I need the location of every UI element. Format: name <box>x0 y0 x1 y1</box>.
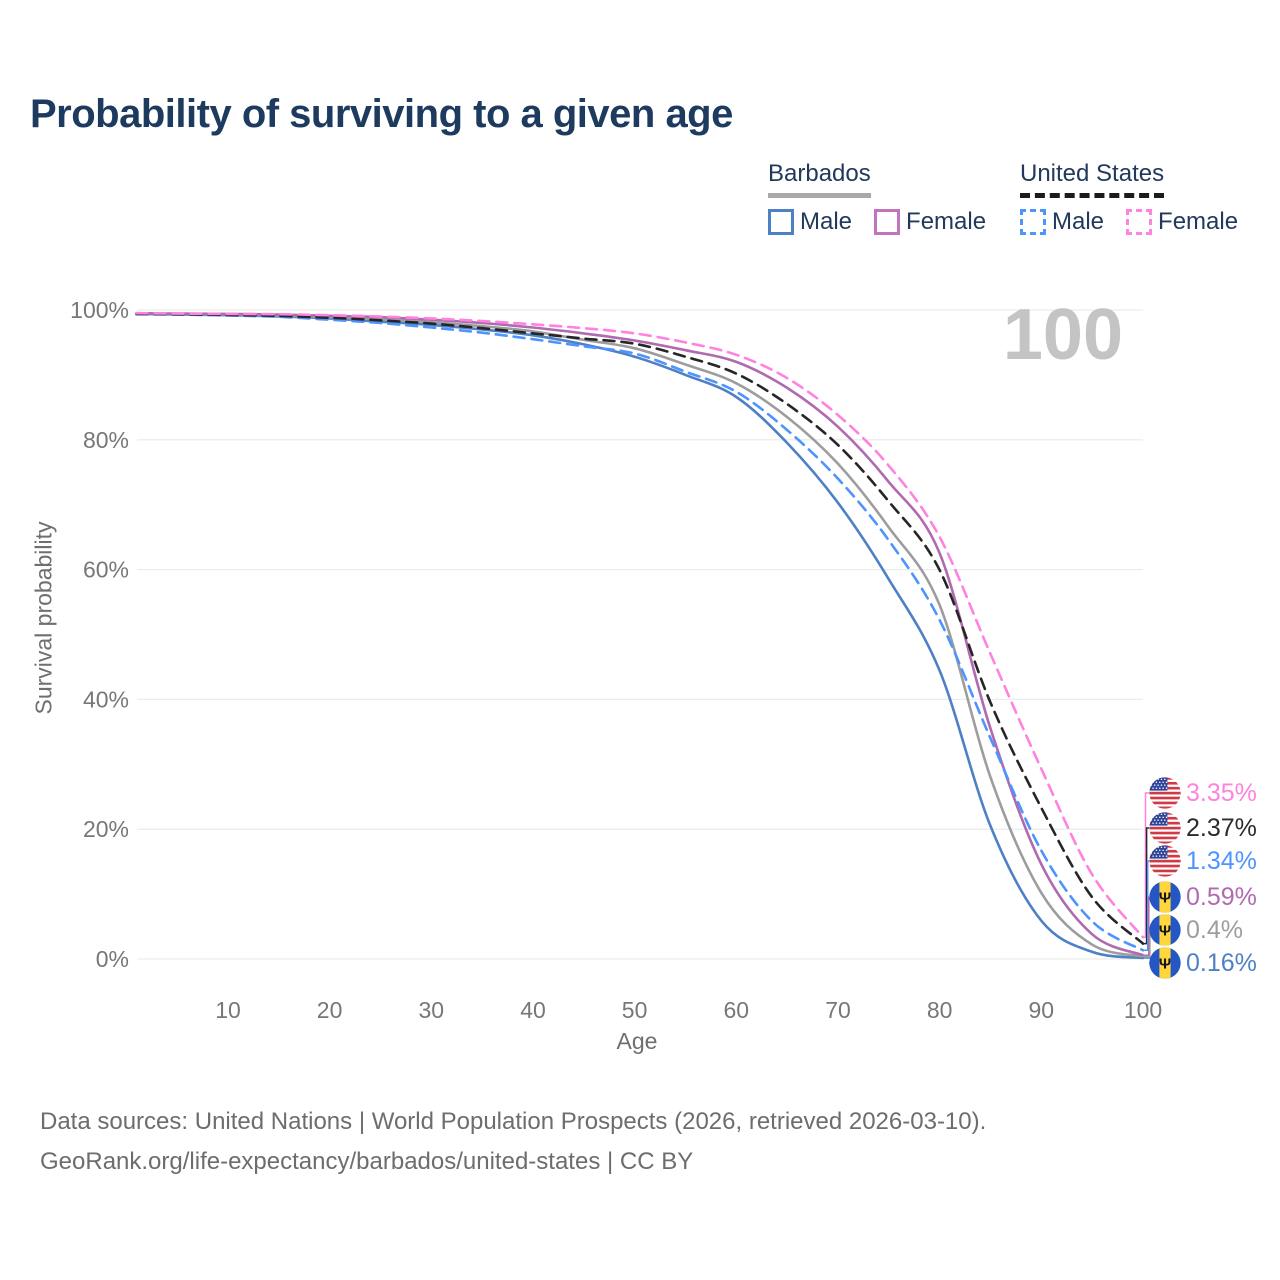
barbados-flag-icon: Ψ <box>1149 881 1181 913</box>
legend-swatch-barbados-female-icon <box>874 209 901 235</box>
legend-swatch-us-female-icon <box>1126 209 1153 235</box>
end-label-value: 1.34% <box>1186 846 1257 875</box>
x-axis-title: Age <box>616 1028 658 1054</box>
x-tick-label: 50 <box>622 997 648 1023</box>
legend-item-us-female[interactable]: Female <box>1126 208 1238 236</box>
data-source-line: Data sources: United Nations | World Pop… <box>40 1108 987 1135</box>
legend-group-united-states: United States Male Female <box>1020 160 1238 236</box>
curve-us-all <box>135 312 1145 945</box>
legend-group-title-barbados: Barbados <box>768 160 871 198</box>
end-label-barbados-all: Ψ 0.4% <box>1149 914 1243 946</box>
x-tick-label: 60 <box>724 997 750 1023</box>
y-tick-label: 80% <box>83 427 129 453</box>
x-tick-label: 70 <box>825 997 851 1023</box>
y-tick-label: 60% <box>83 557 129 583</box>
x-tick-label: 10 <box>215 997 241 1023</box>
y-axis-title: Survival probability <box>30 521 57 715</box>
leader-line-barbados-female <box>1143 896 1150 956</box>
leader-line-us-male <box>1143 860 1149 952</box>
flag-wrap: Ψ <box>1149 881 1181 913</box>
legend-item-barbados-male[interactable]: Male <box>768 208 852 236</box>
end-label-value: 2.37% <box>1186 813 1257 842</box>
svg-text:Ψ: Ψ <box>1159 956 1171 973</box>
legend-item-us-male[interactable]: Male <box>1020 208 1104 236</box>
flag-wrap <box>1149 812 1181 844</box>
page-title: Probability of surviving to a given age <box>30 92 733 136</box>
legend-item-barbados-female[interactable]: Female <box>874 208 986 236</box>
legend-swatch-barbados-male-icon <box>768 209 794 235</box>
svg-text:Ψ: Ψ <box>1159 890 1171 907</box>
legend-label-us-female: Female <box>1158 208 1239 235</box>
flag-wrap <box>1149 777 1181 809</box>
curve-us-female <box>135 311 1145 939</box>
y-tick-label: 20% <box>83 816 129 842</box>
united-states-flag-icon <box>1149 777 1181 809</box>
x-tick-label: 90 <box>1029 997 1055 1023</box>
legend-swatch-us-male-icon <box>1020 209 1046 235</box>
svg-text:Ψ: Ψ <box>1159 923 1171 940</box>
attribution-line: GeoRank.org/life-expectancy/barbados/uni… <box>40 1148 694 1175</box>
x-tick-label: 40 <box>520 997 546 1023</box>
y-tick-label: 100% <box>70 297 129 323</box>
age-watermark: 100 <box>1002 295 1123 375</box>
curve-barbados-female <box>135 311 1145 957</box>
curve-barbados-all <box>135 312 1145 958</box>
leader-line-us-female <box>1143 792 1149 939</box>
end-label-us-all: 2.37% <box>1149 812 1257 844</box>
end-label-value: 3.35% <box>1186 778 1257 807</box>
y-tick-label: 0% <box>96 946 129 972</box>
legend-label-barbados-female: Female <box>906 208 987 235</box>
flag-wrap <box>1149 845 1181 877</box>
flag-wrap: Ψ <box>1149 914 1181 946</box>
y-tick-label: 40% <box>83 686 129 712</box>
leader-line-us-all <box>1143 827 1149 945</box>
end-label-us-male: 1.34% <box>1149 845 1257 877</box>
end-label-value: 0.4% <box>1186 915 1243 944</box>
barbados-flag-icon: Ψ <box>1149 947 1181 979</box>
end-label-value: 0.16% <box>1186 948 1257 977</box>
legend-label-us-male: Male <box>1052 208 1105 235</box>
united-states-flag-icon <box>1149 845 1181 877</box>
legend-group-barbados: Barbados Male Female <box>768 160 986 236</box>
x-tick-label: 100 <box>1124 997 1162 1023</box>
end-label-value: 0.59% <box>1186 882 1257 911</box>
x-tick-label: 80 <box>927 997 953 1023</box>
flag-wrap: Ψ <box>1149 947 1181 979</box>
end-label-barbados-female: Ψ 0.59% <box>1149 881 1257 913</box>
barbados-flag-icon: Ψ <box>1149 914 1181 946</box>
united-states-flag-icon <box>1149 812 1181 844</box>
x-tick-label: 30 <box>419 997 445 1023</box>
end-label-us-female: 3.35% <box>1149 777 1257 809</box>
curve-barbados-male <box>135 312 1145 960</box>
x-tick-label: 20 <box>317 997 343 1023</box>
end-label-barbados-male: Ψ 0.16% <box>1149 947 1257 979</box>
legend-group-title-united-states: United States <box>1020 160 1165 198</box>
curve-us-male <box>135 312 1145 952</box>
legend-label-barbados-male: Male <box>800 208 853 235</box>
